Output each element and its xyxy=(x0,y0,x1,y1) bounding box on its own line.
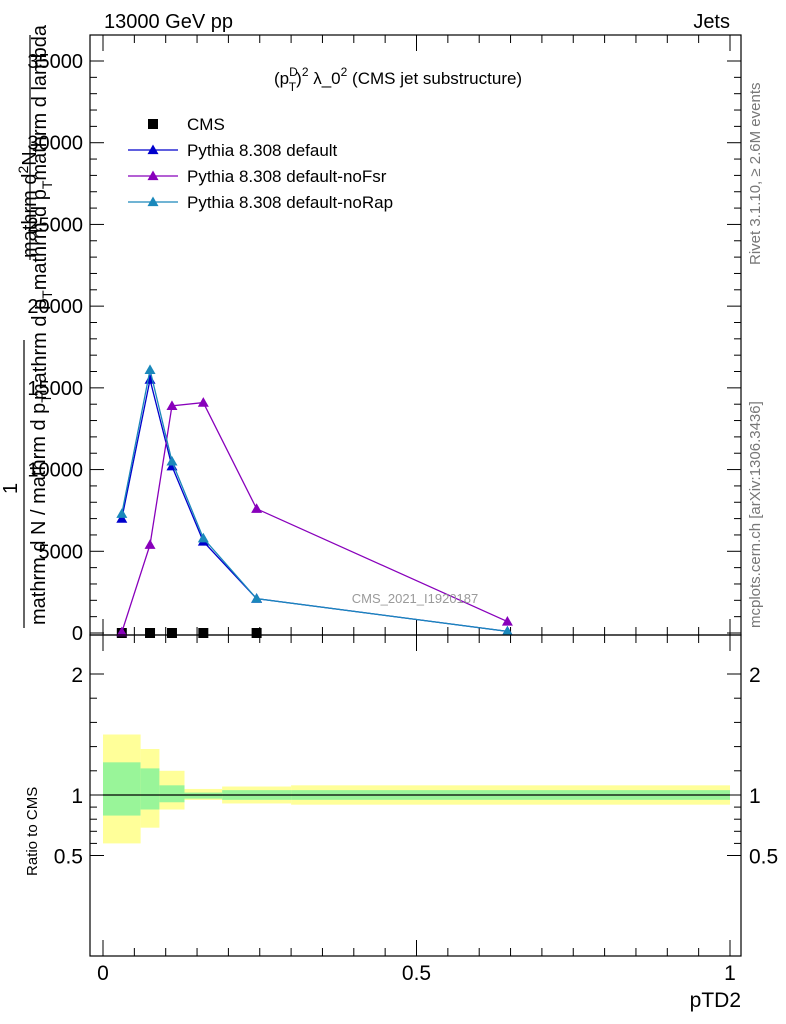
legend-marker xyxy=(147,144,159,155)
ratio-y-tick-label-right: 2 xyxy=(749,664,761,687)
main-y-label: mathrm d N / mathrm d pT 1 mathrm d2N ma… xyxy=(0,24,55,628)
ratio-band-inner xyxy=(159,785,185,803)
main-panel: 0 5000 10000 15000 20000 25000 30000 35000 (pD T… xyxy=(27,34,742,645)
series-point-2 xyxy=(166,400,178,410)
y-label-denominator: mathrm d N / mathrm d pT xyxy=(28,394,54,625)
series-point-2 xyxy=(144,539,156,549)
series-point-2 xyxy=(501,616,513,626)
series-line-2 xyxy=(121,401,508,633)
main-y-tick-label: 10000 xyxy=(27,460,83,482)
ratio-ticks: 0.5 0.5 1 1 2 2 0 0.5 1 xyxy=(54,635,778,985)
series-point-2 xyxy=(197,397,209,407)
legend-label: Pythia 8.308 default xyxy=(187,141,338,160)
x-tick-label: 0.5 xyxy=(402,962,431,985)
series-point-2 xyxy=(116,626,128,637)
main-y-tick-label: 0 xyxy=(72,623,83,645)
series-point-3 xyxy=(501,625,513,636)
series-point-2 xyxy=(251,503,263,513)
legend-label: CMS xyxy=(187,115,225,134)
main-y-tick-label: 35000 xyxy=(27,51,83,73)
legend-label: Pythia 8.308 default-noFsr xyxy=(187,167,387,186)
side-label-mcplots: mcplots.cern.ch [arXiv:1306.3436] xyxy=(747,401,764,628)
y-label-one: 1 xyxy=(0,483,22,494)
main-y-tick-label: 15000 xyxy=(27,378,83,400)
y-label-bottom: mathrm d pTmathrm d pTmathrm d lambda xyxy=(29,24,55,400)
ratio-panel: 0.5 0.5 1 1 2 2 0 0.5 1 xyxy=(54,634,778,985)
main-y-tick-label: 20000 xyxy=(27,296,83,318)
legend-marker xyxy=(147,196,159,207)
legend: CMS Pythia 8.308 default Pythia 8.308 defa… xyxy=(128,115,393,212)
series-point-0 xyxy=(198,628,209,638)
watermark: CMS_2021_I1920187 xyxy=(352,591,479,606)
main-series xyxy=(116,364,513,638)
series-point-3 xyxy=(197,532,209,543)
series-point-0 xyxy=(145,628,156,638)
ratio-y-tick-label: 1 xyxy=(71,785,83,808)
chart-title: (pD T)2 λ_02 (CMS jet substructure) xyxy=(274,65,522,94)
series-point-1 xyxy=(144,374,156,384)
x-tick-label: 1 xyxy=(724,962,736,985)
series-point-0 xyxy=(166,628,177,638)
ratio-y-tick-label-right: 1 xyxy=(749,785,761,808)
main-y-tick-label: 25000 xyxy=(27,214,83,236)
series-point-0 xyxy=(251,628,262,638)
legend-label: Pythia 8.308 default-noRap xyxy=(187,193,393,212)
legend-marker xyxy=(147,170,159,181)
header-right-label: Jets xyxy=(693,11,730,33)
ratio-band-inner xyxy=(184,792,223,799)
series-point-3 xyxy=(116,508,128,518)
main-y-ticks: 0 5000 10000 15000 20000 25000 30000 35000 xyxy=(27,35,741,645)
header-left-label: 13000 GeV pp xyxy=(104,11,233,33)
series-line-3 xyxy=(121,369,508,633)
main-y-tick-label: 5000 xyxy=(39,541,84,563)
ratio-y-label: Ratio to CMS xyxy=(24,787,41,876)
legend-marker xyxy=(148,119,158,129)
main-y-tick-label: 30000 xyxy=(27,133,83,155)
ratio-bands xyxy=(103,734,730,844)
series-point-3 xyxy=(251,593,263,603)
ratio-band-inner xyxy=(103,762,141,816)
ratio-y-tick-label: 2 xyxy=(71,664,83,687)
side-label-rivet: Rivet 3.1.10, ≥ 2.6M events xyxy=(747,83,764,266)
series-point-1 xyxy=(116,513,128,523)
ratio-band-inner xyxy=(140,768,160,810)
series-point-3 xyxy=(144,364,156,375)
x-tick-label: 0 xyxy=(97,962,109,985)
series-point-3 xyxy=(166,455,178,466)
x-axis-label: pTD2 xyxy=(690,989,741,1012)
ratio-y-tick-label-right: 0.5 xyxy=(749,846,778,869)
ratio-y-tick-label: 0.5 xyxy=(54,846,83,869)
